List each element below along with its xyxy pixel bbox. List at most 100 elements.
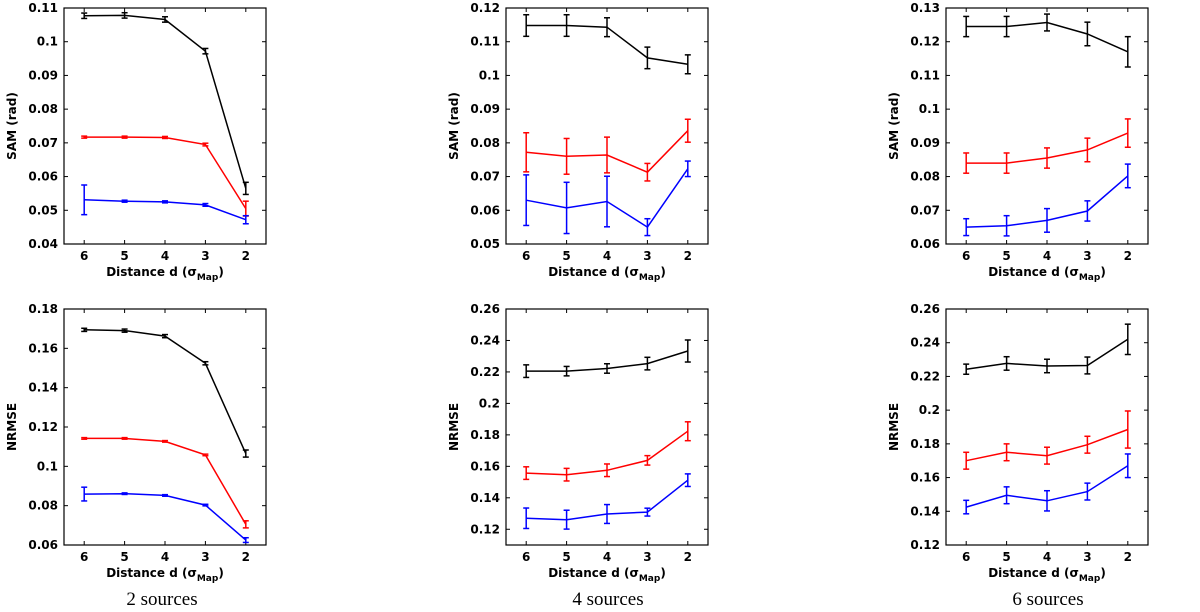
y-tick-label: 0.24 bbox=[910, 336, 940, 350]
error-bar-red bbox=[81, 135, 88, 139]
error-bar-blue bbox=[604, 175, 610, 228]
panel-4-sources-sam: 0.05 0.06 0.07 0.08 0.09 0.1 0.11 0.12 6 5 4 3 2 Dist… bbox=[447, 1, 709, 283]
error-bar-blue bbox=[963, 499, 970, 515]
error-bar-red bbox=[563, 467, 570, 482]
y-axis-label: NRMSE bbox=[887, 403, 901, 451]
error-bar-red bbox=[963, 451, 970, 470]
panels: 0.04 0.05 0.06 0.07 0.08 0.09 0.1 0.11 6 5 4 3 2 Dist… bbox=[5, 1, 1149, 584]
panel-4-sources-nrmse: 0.12 0.14 0.16 0.18 0.2 0.22 0.24 0.26 6 5 4 3 2 Dist… bbox=[447, 302, 709, 584]
error-bar-blue bbox=[162, 200, 168, 204]
x-tick-label: 2 bbox=[1124, 550, 1132, 564]
y-tick-label: 0.12 bbox=[28, 420, 58, 434]
error-bar-black bbox=[1044, 358, 1050, 374]
y-axis-label: NRMSE bbox=[5, 403, 19, 451]
error-bar-black bbox=[202, 360, 209, 366]
plot-frame bbox=[63, 308, 267, 546]
x-tick-label: 6 bbox=[80, 249, 88, 263]
error-bar-black bbox=[523, 364, 530, 379]
error-bar-red bbox=[523, 466, 530, 481]
error-bar-blue bbox=[81, 486, 88, 502]
error-bar-blue bbox=[1003, 486, 1010, 505]
error-bar-blue bbox=[523, 174, 530, 227]
error-bar-blue bbox=[1044, 207, 1050, 233]
y-tick-label: 0.18 bbox=[470, 428, 500, 442]
caption-4-sources: 4 sources bbox=[572, 589, 643, 610]
x-tick-label: 4 bbox=[161, 249, 169, 263]
error-bar-blue bbox=[121, 199, 128, 203]
error-bar-blue bbox=[644, 217, 651, 237]
error-bar-blue bbox=[202, 503, 209, 507]
error-bar-blue bbox=[644, 507, 651, 517]
y-tick-label: 0.09 bbox=[910, 136, 940, 150]
y-axis-label: NRMSE bbox=[447, 403, 461, 451]
x-axis-label: Distance d (σMap) bbox=[548, 566, 666, 584]
error-bar-red bbox=[162, 439, 168, 443]
error-bar-black bbox=[162, 333, 168, 339]
error-bar-blue bbox=[1084, 482, 1091, 501]
error-bar-red bbox=[1044, 147, 1050, 169]
error-bar-red bbox=[1003, 443, 1010, 462]
error-bar-black bbox=[604, 363, 610, 374]
error-bar-blue bbox=[563, 509, 570, 530]
x-tick-label: 3 bbox=[201, 550, 209, 564]
y-tick-label: 0.14 bbox=[470, 491, 500, 505]
error-bar-blue bbox=[242, 536, 249, 544]
error-bar-red bbox=[1124, 410, 1131, 449]
x-axis-label: Distance d (σMap) bbox=[988, 265, 1106, 283]
y-tick-label: 0.18 bbox=[910, 437, 940, 451]
error-bar-black bbox=[242, 449, 249, 458]
x-tick-label: 5 bbox=[1002, 550, 1010, 564]
error-bar-black bbox=[121, 328, 128, 333]
x-tick-label: 6 bbox=[962, 550, 970, 564]
error-bar-red bbox=[644, 454, 651, 466]
error-bar-black bbox=[162, 16, 168, 23]
plot-frame bbox=[63, 7, 267, 245]
x-tick-label: 6 bbox=[80, 550, 88, 564]
error-bar-blue bbox=[963, 217, 970, 237]
error-bar-blue bbox=[523, 507, 530, 530]
y-tick-label: 0.11 bbox=[28, 1, 58, 15]
error-bar-black bbox=[563, 365, 570, 377]
error-bar-blue bbox=[202, 202, 209, 207]
y-tick-label: 0.2 bbox=[479, 396, 500, 410]
y-tick-label: 0.1 bbox=[479, 68, 500, 82]
x-tick-label: 5 bbox=[562, 550, 570, 564]
y-tick-label: 0.16 bbox=[28, 341, 58, 355]
y-tick-label: 0.14 bbox=[28, 381, 58, 395]
error-bar-red bbox=[604, 136, 610, 174]
y-tick-label: 0.07 bbox=[470, 170, 500, 184]
error-bar-red bbox=[1044, 446, 1050, 465]
error-bar-red bbox=[121, 436, 128, 440]
error-bar-blue bbox=[1044, 489, 1050, 512]
x-tick-label: 6 bbox=[962, 249, 970, 263]
error-bar-black bbox=[644, 46, 651, 70]
x-tick-label: 2 bbox=[1124, 249, 1132, 263]
y-tick-label: 0.08 bbox=[28, 102, 58, 116]
x-axis-label: Distance d (σMap) bbox=[548, 265, 666, 283]
error-bar-red bbox=[604, 463, 610, 478]
x-tick-label: 3 bbox=[643, 249, 651, 263]
y-tick-label: 0.06 bbox=[28, 538, 58, 552]
error-bar-blue bbox=[81, 184, 88, 216]
error-bar-blue bbox=[1124, 163, 1131, 189]
error-bar-black bbox=[963, 363, 970, 375]
error-bar-blue bbox=[1084, 200, 1091, 222]
y-tick-label: 0.11 bbox=[910, 68, 940, 82]
y-tick-label: 0.08 bbox=[910, 170, 940, 184]
x-tick-label: 4 bbox=[1043, 249, 1051, 263]
x-tick-label: 5 bbox=[120, 550, 128, 564]
error-bar-black bbox=[523, 13, 530, 38]
y-tick-label: 0.06 bbox=[470, 203, 500, 217]
error-bar-blue bbox=[1124, 453, 1131, 479]
y-tick-label: 0.05 bbox=[28, 203, 58, 217]
y-tick-label: 0.13 bbox=[910, 1, 940, 15]
y-tick-label: 0.12 bbox=[910, 538, 940, 552]
error-bar-black bbox=[1084, 21, 1091, 47]
x-tick-label: 2 bbox=[242, 550, 250, 564]
error-bar-black bbox=[684, 339, 691, 363]
x-axis-label: Distance d (σMap) bbox=[106, 566, 224, 584]
y-tick-label: 0.09 bbox=[28, 68, 58, 82]
x-tick-label: 5 bbox=[562, 249, 570, 263]
y-tick-label: 0.06 bbox=[28, 170, 58, 184]
